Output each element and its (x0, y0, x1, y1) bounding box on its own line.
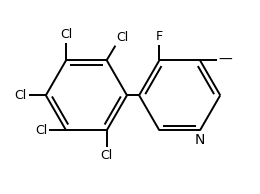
Text: Cl: Cl (116, 31, 129, 44)
Text: Cl: Cl (101, 149, 113, 162)
Text: F: F (156, 30, 163, 43)
Text: Cl: Cl (15, 89, 27, 102)
Text: —: — (218, 53, 232, 67)
Text: Cl: Cl (35, 124, 47, 137)
Text: N: N (195, 133, 205, 147)
Text: Cl: Cl (60, 28, 72, 41)
